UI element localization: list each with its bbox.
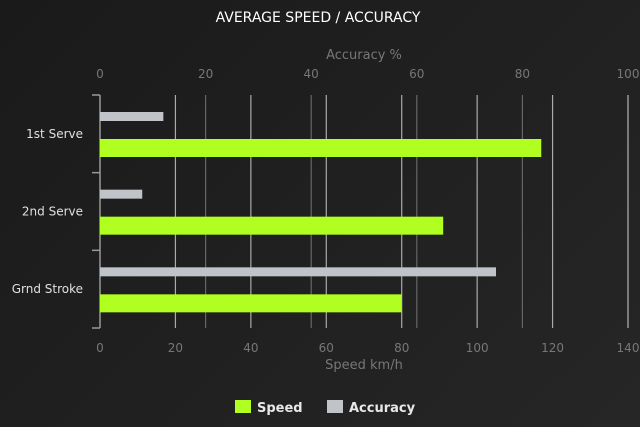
accuracy-bar [100,112,164,121]
legend: Speed Accuracy [235,400,416,416]
top-axis-label: Accuracy % [326,48,402,63]
bottom-tick-label: 0 [96,341,104,355]
bottom-tick-label: 100 [466,341,489,355]
bottom-axis-label: Speed km/h [325,358,403,373]
top-tick-label: 40 [304,67,319,81]
accuracy-bar [100,267,496,277]
bottom-tick-label: 80 [394,341,409,355]
category-label: Grnd Stroke [12,282,83,296]
bottom-tick-label: 60 [319,341,334,355]
bottom-tick-label: 20 [168,341,183,355]
legend-swatch [235,400,251,413]
top-tick-label: 20 [198,67,213,81]
legend-swatch [327,400,343,413]
category-label: 2nd Serve [22,205,83,219]
top-tick-label: 60 [409,67,424,81]
accuracy-bar [100,189,143,199]
bottom-tick-label: 140 [617,341,640,355]
speed-bar [100,139,542,157]
speed-bar [100,216,444,235]
top-tick-label: 100 [617,67,640,81]
speed-bar [100,294,402,313]
chart-title: AVERAGE SPEED / ACCURACY [216,10,421,26]
top-tick-label: 0 [96,67,104,81]
bottom-tick-label: 40 [243,341,258,355]
category-label: 1st Serve [26,127,83,141]
legend-label: Speed [257,401,303,416]
legend-label: Accuracy [349,401,416,416]
top-tick-label: 80 [515,67,530,81]
bottom-tick-label: 120 [541,341,564,355]
